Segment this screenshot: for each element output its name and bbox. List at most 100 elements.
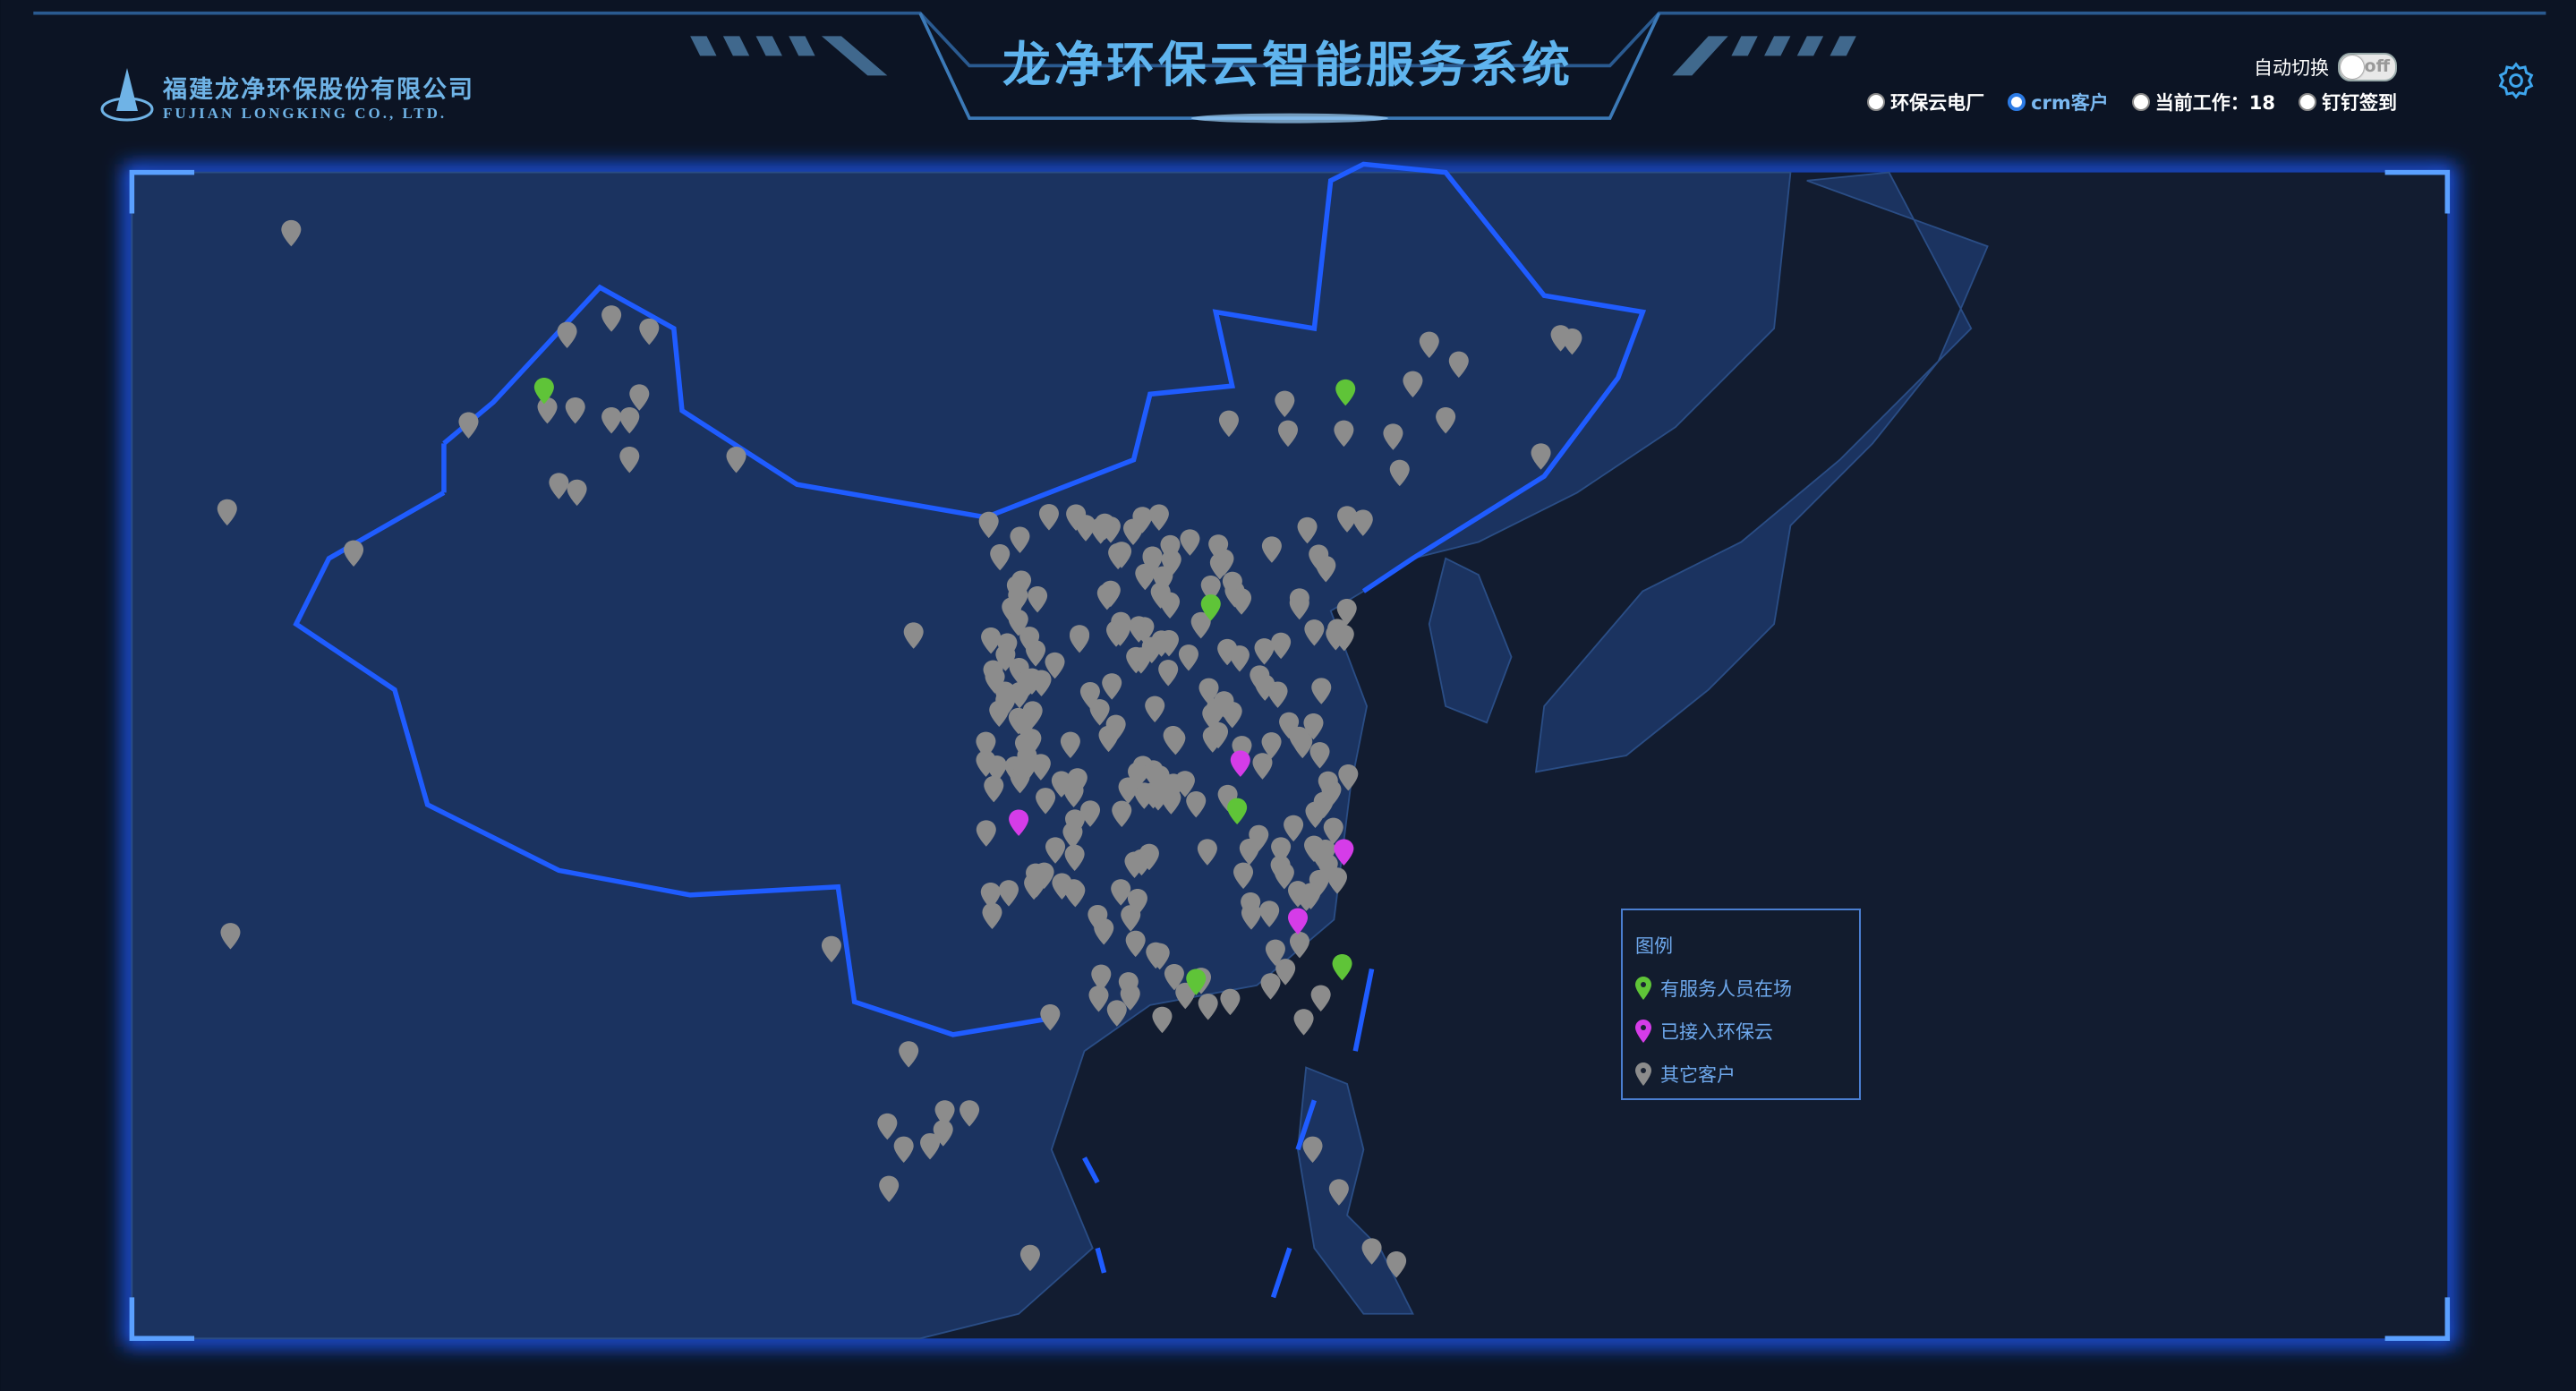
map-marker[interactable] [1332,953,1352,981]
map-marker[interactable] [1150,582,1171,609]
map-marker[interactable] [1261,536,1282,563]
map-marker[interactable] [1112,542,1132,568]
map-marker[interactable] [1070,625,1090,652]
map-marker[interactable] [1254,638,1275,665]
map-marker[interactable] [557,321,577,348]
map-marker[interactable] [1186,969,1207,995]
map-marker[interactable] [1014,713,1035,739]
map-marker[interactable] [1270,855,1291,882]
map-marker[interactable] [1128,762,1148,789]
map-marker[interactable] [994,681,1015,708]
map-marker[interactable] [1164,963,1184,991]
map-marker[interactable] [1265,939,1285,966]
map-marker[interactable] [1105,714,1126,742]
map-marker[interactable] [1208,721,1229,749]
map-marker[interactable] [1310,985,1331,1011]
map-marker[interactable] [1361,1238,1382,1265]
map-marker[interactable] [533,377,554,405]
map-marker[interactable] [1198,678,1219,705]
map-marker[interactable] [1026,640,1046,667]
map-marker[interactable] [981,627,1002,654]
map-marker[interactable] [1403,371,1423,397]
map-marker[interactable] [639,318,660,346]
map-marker[interactable] [1102,673,1122,700]
map-marker[interactable] [1111,879,1131,906]
map-marker[interactable] [1152,1006,1173,1034]
map-marker[interactable] [989,700,1010,728]
map-marker[interactable] [960,1100,980,1127]
map-marker[interactable] [1389,459,1410,487]
map-marker[interactable] [1284,815,1304,842]
map-marker[interactable] [601,305,622,332]
map-marker[interactable] [1122,518,1144,545]
map-marker[interactable] [1289,932,1309,959]
radio-crm-customer[interactable]: crm客户 [2008,89,2109,115]
map-marker[interactable] [1318,854,1338,881]
map-marker[interactable] [1230,750,1250,777]
map-marker[interactable] [1038,504,1059,531]
map-marker[interactable] [1313,791,1334,819]
map-marker[interactable] [1096,584,1117,610]
map-marker[interactable] [1178,644,1198,671]
map-marker[interactable] [1124,851,1145,878]
map-marker[interactable] [1289,726,1309,754]
map-marker[interactable] [1008,610,1028,636]
map-marker[interactable] [1112,800,1132,827]
map-marker[interactable] [1067,768,1088,795]
map-marker[interactable] [903,622,924,649]
map-marker[interactable] [1148,504,1169,531]
map-marker[interactable] [1036,788,1056,815]
map-marker[interactable] [344,540,364,567]
map-marker[interactable] [1386,1251,1407,1278]
map-marker[interactable] [1064,844,1085,871]
map-marker[interactable] [1288,908,1309,934]
map-marker[interactable] [220,923,241,950]
map-marker[interactable] [920,1132,941,1160]
map-marker[interactable] [1304,619,1325,646]
map-marker[interactable] [619,447,640,474]
map-marker[interactable] [1161,550,1181,576]
map-marker[interactable] [1014,733,1035,760]
map-marker[interactable] [1293,1009,1314,1036]
map-marker[interactable] [1105,620,1127,647]
map-marker[interactable] [821,935,841,963]
map-marker[interactable] [1163,773,1183,800]
map-marker[interactable] [629,384,650,411]
map-marker[interactable] [1220,988,1241,1016]
map-marker[interactable] [458,412,479,439]
map-marker[interactable] [1088,986,1109,1012]
map-marker[interactable] [1271,632,1292,660]
map-marker[interactable] [1180,529,1200,556]
map-marker[interactable] [1562,328,1582,355]
map-marker[interactable] [893,1136,914,1163]
map-marker[interactable] [726,447,746,474]
map-marker[interactable] [1009,809,1029,836]
map-marker[interactable] [1328,1179,1349,1206]
map-marker[interactable] [1259,900,1280,927]
map-marker[interactable] [998,880,1019,907]
map-marker[interactable] [1091,964,1112,992]
map-marker[interactable] [1139,843,1159,871]
map-marker[interactable] [1241,892,1261,919]
map-marker[interactable] [1066,504,1087,531]
map-marker[interactable] [1323,817,1343,844]
map-marker[interactable] [1040,1004,1061,1031]
map-marker[interactable] [1289,593,1309,620]
map-marker[interactable] [1200,575,1221,602]
map-marker[interactable] [982,902,1002,929]
gear-icon[interactable] [2496,61,2536,100]
map-marker[interactable] [1337,506,1358,533]
map-marker[interactable] [1233,862,1254,890]
map-marker[interactable] [1311,678,1332,704]
map-marker[interactable] [1316,556,1336,583]
map-marker[interactable] [1279,712,1300,739]
map-marker[interactable] [1232,588,1252,615]
radio-power-plant[interactable]: 环保云电厂 [1867,89,1984,115]
map-marker[interactable] [565,397,585,424]
map-marker[interactable] [1217,638,1238,666]
map-marker[interactable] [1045,652,1065,679]
map-marker[interactable] [1125,930,1146,958]
map-marker[interactable] [1200,594,1221,621]
map-marker[interactable] [1214,691,1234,718]
map-marker[interactable] [1026,863,1046,890]
